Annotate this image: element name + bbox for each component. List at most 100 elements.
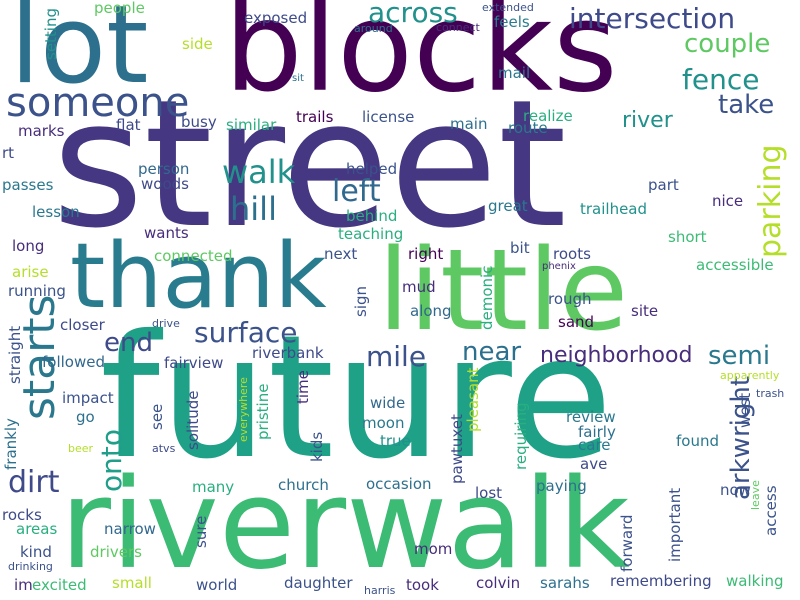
- word-sign: sign: [352, 285, 370, 317]
- word-beer: beer: [68, 442, 94, 455]
- word-pristine: pristine: [254, 383, 272, 440]
- word-across: across: [368, 0, 458, 29]
- word-rt: rt: [2, 144, 15, 162]
- word-little: little: [378, 226, 629, 356]
- word-main: main: [450, 115, 488, 133]
- word-semi: semi: [708, 341, 771, 371]
- word-trash: trash: [756, 387, 785, 400]
- word-long: long: [12, 237, 45, 255]
- word-setting: setting: [42, 7, 60, 60]
- word-around: around: [354, 22, 393, 35]
- word-rocks: rocks: [2, 506, 42, 524]
- word-wide: wide: [370, 394, 406, 412]
- word-apparently: apparently: [720, 369, 780, 382]
- word-now: now: [720, 481, 751, 499]
- word-behind: behind: [346, 207, 398, 225]
- word-true: true: [380, 432, 411, 450]
- word-blocks: blocks: [224, 0, 618, 120]
- word-future: future: [100, 299, 613, 497]
- word-exposed: exposed: [244, 9, 308, 27]
- word-requiring: requiring: [512, 402, 530, 470]
- word-onto: onto: [95, 429, 128, 492]
- word-drivers: drivers: [90, 543, 142, 561]
- word-walk: walk: [222, 153, 296, 191]
- word-fairly: fairly: [578, 423, 616, 441]
- word-woods: woods: [141, 175, 189, 193]
- word-bit: bit: [510, 239, 530, 257]
- word-demonic: demonic: [478, 265, 496, 330]
- word-running: running: [8, 282, 66, 300]
- word-realize: realize: [523, 107, 573, 125]
- word-trails: trails: [296, 108, 334, 126]
- word-frankly: frankly: [2, 418, 20, 470]
- word-small: small: [112, 574, 152, 592]
- word-near: near: [462, 337, 522, 367]
- word-someone: someone: [6, 80, 190, 126]
- word-remembering: remembering: [610, 572, 712, 590]
- word-along: along: [410, 302, 452, 320]
- word-west: west: [736, 392, 754, 428]
- word-riverbank: riverbank: [252, 344, 324, 362]
- word-sit: sit: [292, 73, 304, 84]
- word-nice: nice: [712, 192, 744, 210]
- word-riverwalk: riverwalk: [60, 453, 630, 597]
- word-sand: sand: [558, 313, 595, 331]
- word-arise: arise: [12, 263, 49, 281]
- word-lot: lot: [10, 0, 149, 108]
- word-closer: closer: [60, 316, 105, 334]
- word-passes: passes: [2, 176, 54, 194]
- word-followed: followed: [42, 353, 105, 371]
- word-fence: fence: [682, 63, 760, 96]
- word-connect: connect: [436, 21, 480, 34]
- word-fairview: fairview: [164, 354, 224, 372]
- word-paying: paying: [536, 477, 587, 495]
- word-person: person: [138, 160, 190, 178]
- word-phenix: phenix: [542, 261, 576, 272]
- word-next: next: [324, 245, 358, 263]
- word-ave: ave: [580, 455, 608, 473]
- word-mile: mile: [366, 340, 427, 373]
- word-moon: moon: [362, 414, 405, 432]
- word-great: great: [488, 197, 528, 215]
- word-walking: walking: [726, 572, 784, 590]
- word-pleasant: pleasant: [464, 367, 482, 432]
- word-excited: excited: [32, 576, 87, 594]
- word-busy: busy: [181, 113, 217, 131]
- word-narrow: narrow: [104, 520, 156, 538]
- word-wants: wants: [144, 224, 189, 242]
- word-neighborhood: neighborhood: [540, 343, 693, 368]
- word-drinking: drinking: [8, 560, 53, 573]
- word-lost: lost: [475, 484, 503, 502]
- word-part: part: [648, 176, 679, 194]
- word-river: river: [622, 108, 673, 133]
- word-extended: extended: [482, 1, 534, 14]
- word-roots: roots: [553, 245, 591, 263]
- word-harris: harris: [364, 584, 396, 597]
- word-everywhere: everywhere: [237, 377, 250, 442]
- word-side: side: [182, 35, 213, 53]
- word-surface: surface: [194, 316, 298, 349]
- word-review: review: [566, 408, 616, 426]
- word-license: license: [362, 108, 415, 126]
- word-sarahs: sarahs: [540, 574, 590, 592]
- word-leave: leave: [749, 480, 762, 510]
- word-important: important: [666, 487, 684, 562]
- word-drive: drive: [152, 317, 180, 330]
- word-see: see: [148, 403, 166, 430]
- word-impact: impact: [62, 389, 114, 407]
- word-go: go: [76, 408, 95, 426]
- word-straight: straight: [6, 325, 24, 384]
- word-church: church: [278, 476, 329, 494]
- word-feels: feels: [494, 13, 530, 31]
- word-helped: helped: [346, 160, 398, 178]
- word-colvin: colvin: [476, 574, 521, 592]
- word-lesson: lesson: [32, 203, 80, 221]
- word-left: left: [332, 174, 381, 209]
- word-flat: flat: [116, 116, 141, 134]
- word-hill: hill: [230, 190, 277, 228]
- word-im: im: [14, 576, 33, 594]
- word-intersection: intersection: [569, 2, 736, 35]
- word-time: time: [294, 370, 312, 404]
- word-street: street: [52, 62, 567, 267]
- word-couple: couple: [684, 29, 771, 59]
